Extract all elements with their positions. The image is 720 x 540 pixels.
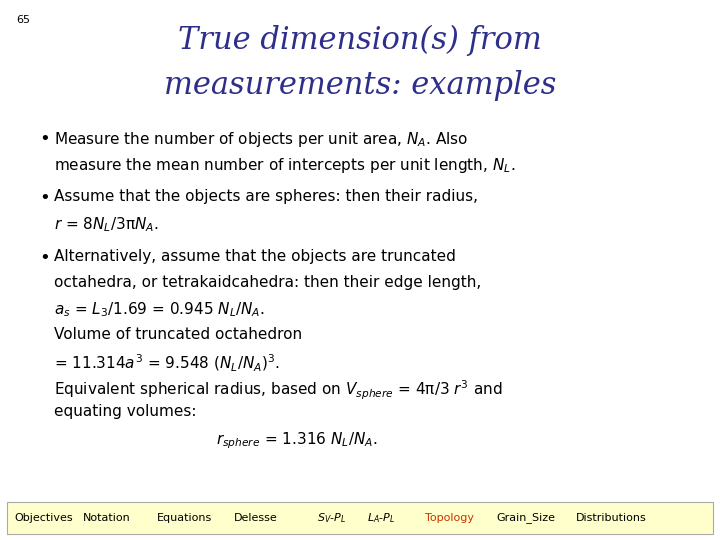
FancyBboxPatch shape bbox=[7, 502, 713, 534]
Text: Assume that the objects are spheres: then their radius,: Assume that the objects are spheres: the… bbox=[54, 189, 478, 204]
Text: •: • bbox=[40, 249, 50, 267]
Text: True dimension(s) from: True dimension(s) from bbox=[178, 24, 542, 56]
Text: $r$ = 8$N_L$/3π$N_A$.: $r$ = 8$N_L$/3π$N_A$. bbox=[54, 215, 158, 234]
Text: Delesse: Delesse bbox=[234, 513, 278, 523]
Text: •: • bbox=[40, 130, 50, 147]
Text: Distributions: Distributions bbox=[576, 513, 647, 523]
Text: Measure the number of objects per unit area, $N_A$. Also: Measure the number of objects per unit a… bbox=[54, 130, 468, 148]
Text: = 11.314$a^3$ = 9.548 ($N_L$/$N_A$)$^3$.: = 11.314$a^3$ = 9.548 ($N_L$/$N_A$)$^3$. bbox=[54, 353, 280, 374]
Text: Equations: Equations bbox=[157, 513, 212, 523]
Text: equating volumes:: equating volumes: bbox=[54, 404, 197, 420]
Text: $L_A$-$P_L$: $L_A$-$P_L$ bbox=[367, 511, 395, 525]
Text: Volume of truncated octahedron: Volume of truncated octahedron bbox=[54, 327, 302, 342]
Text: measurements: examples: measurements: examples bbox=[164, 70, 556, 101]
Text: Notation: Notation bbox=[83, 513, 130, 523]
Text: Objectives: Objectives bbox=[14, 513, 73, 523]
Text: octahedra, or tetrakaidcahedra: then their edge length,: octahedra, or tetrakaidcahedra: then the… bbox=[54, 275, 481, 290]
Text: $S_V$-$P_L$: $S_V$-$P_L$ bbox=[317, 511, 346, 525]
Text: •: • bbox=[40, 189, 50, 207]
Text: 65: 65 bbox=[16, 15, 30, 25]
Text: $r_{sphere}$ = 1.316 $N_L$/$N_A$.: $r_{sphere}$ = 1.316 $N_L$/$N_A$. bbox=[216, 430, 378, 451]
Text: $a_s$ = $L_3$/1.69 = 0.945 $N_L$/$N_A$.: $a_s$ = $L_3$/1.69 = 0.945 $N_L$/$N_A$. bbox=[54, 301, 265, 319]
Text: Topology: Topology bbox=[425, 513, 474, 523]
Text: Grain_Size: Grain_Size bbox=[497, 512, 556, 523]
Text: measure the mean number of intercepts per unit length, $N_L$.: measure the mean number of intercepts pe… bbox=[54, 156, 516, 174]
Text: Alternatively, assume that the objects are truncated: Alternatively, assume that the objects a… bbox=[54, 249, 456, 264]
Text: Equivalent spherical radius, based on $V_{sphere}$ = 4π/3 $r^3$ and: Equivalent spherical radius, based on $V… bbox=[54, 379, 503, 402]
